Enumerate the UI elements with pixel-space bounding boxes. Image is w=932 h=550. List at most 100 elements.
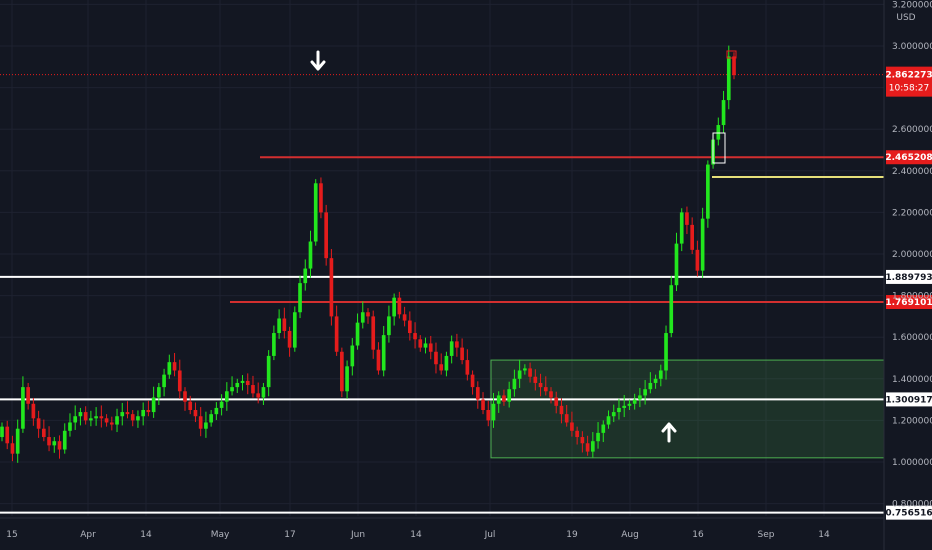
candle-body: [36, 418, 41, 429]
candle-body: [21, 387, 25, 429]
demand-zone-layer: [490, 359, 885, 459]
candle-body: [272, 333, 276, 356]
candle-body: [726, 56, 731, 101]
candle-body: [104, 418, 109, 423]
candle-body: [648, 382, 653, 390]
candle-body: [721, 100, 726, 126]
x-tick-label: 15: [6, 530, 17, 540]
x-tick-label: Sep: [758, 530, 775, 540]
candle-body: [109, 422, 114, 425]
candle-body: [245, 380, 250, 386]
price-tag-value: 2.862273: [885, 71, 932, 81]
candle-body: [204, 422, 208, 429]
candle-body: [26, 387, 30, 404]
candle-body: [308, 241, 313, 269]
candle-body: [507, 389, 512, 402]
candle-body: [261, 387, 266, 398]
candle-body: [193, 410, 198, 417]
candle-body: [162, 374, 166, 388]
candle-body: [41, 428, 46, 438]
candle-body: [716, 125, 721, 140]
candle-body: [130, 414, 135, 421]
candle-body: [413, 333, 417, 340]
candle-body: [387, 316, 391, 336]
candle-body: [570, 422, 574, 431]
price-tag-countdown: 10:58:27: [889, 84, 929, 94]
candle-body: [256, 393, 261, 398]
candle-body: [177, 370, 182, 392]
candle-body: [235, 382, 240, 388]
candle-body: [491, 403, 496, 421]
candle-body: [334, 316, 339, 352]
y-tick-label: 2.600000: [892, 125, 932, 135]
candle-body: [538, 382, 543, 388]
candle-body: [643, 389, 647, 396]
candle-body: [224, 391, 229, 402]
candle-body: [407, 320, 412, 334]
candle-body: [444, 355, 449, 371]
candle-body: [690, 224, 695, 250]
candle-body: [418, 339, 423, 348]
time-axis[interactable]: 15 Apr 14 May 17 Jun 14 Jul 19 Aug 16 Sep 14: [0, 517, 884, 540]
candle-body: [653, 378, 658, 383]
level-4-badge-label: 1.300917: [885, 395, 932, 405]
candle-body: [240, 380, 245, 383]
y-tick-label: 2.400000: [892, 167, 932, 177]
x-tick-label: Jun: [350, 530, 365, 540]
candle-body: [303, 268, 308, 284]
candle-body: [470, 374, 475, 388]
candle-body: [523, 368, 527, 371]
candle-body: [465, 360, 470, 375]
candle-body: [475, 387, 480, 400]
candle-body: [496, 395, 501, 404]
x-tick-label: 17: [284, 530, 295, 540]
candle-body: [198, 416, 203, 429]
candle-body: [606, 416, 611, 425]
candle-body: [125, 412, 130, 415]
candle-body: [31, 403, 36, 419]
x-tick-label: 14: [410, 530, 422, 540]
candle-body: [455, 341, 459, 348]
candle-body: [366, 312, 370, 317]
x-tick-label: Apr: [80, 530, 96, 540]
candle-body: [360, 312, 365, 323]
candle-body: [73, 416, 78, 423]
candle-body: [486, 410, 491, 421]
candle-body: [512, 378, 517, 390]
candle-body: [617, 407, 621, 413]
arrow-up-icon: [661, 422, 677, 443]
candle-body: [627, 403, 632, 406]
candle-body: [52, 441, 57, 446]
x-tick-label: 16: [692, 530, 704, 540]
candle-body: [638, 395, 642, 400]
candle-body: [355, 322, 360, 346]
candle-body: [141, 410, 146, 417]
candle-body: [543, 387, 548, 392]
x-tick-label: 19: [566, 530, 578, 540]
grid: [0, 0, 884, 516]
candle-body: [585, 443, 590, 452]
candle-body: [340, 351, 344, 392]
candle-body: [554, 397, 559, 406]
candle-body: [183, 391, 187, 402]
candle-body: [732, 56, 736, 76]
candle-body: [517, 370, 522, 379]
candle-body: [564, 414, 569, 423]
candle-body: [392, 297, 396, 317]
candle-body: [439, 364, 444, 371]
candle-body: [78, 412, 83, 417]
candle-body: [575, 430, 579, 438]
candle-body: [449, 341, 454, 356]
candle-body: [277, 318, 281, 334]
level-2-badge: [886, 269, 932, 284]
candle-body: [397, 297, 402, 315]
candle-body: [188, 401, 193, 410]
candle-body: [329, 258, 334, 317]
candle-body: [611, 412, 616, 417]
price-tag: 2.862273 10:58:27: [885, 66, 932, 97]
candle-body: [83, 412, 88, 421]
candle-body: [590, 441, 595, 452]
level-lines[interactable]: 2.465208 1.889793 1.769101 1.300917 0.756516: [0, 74, 932, 520]
candle-body: [319, 183, 323, 213]
